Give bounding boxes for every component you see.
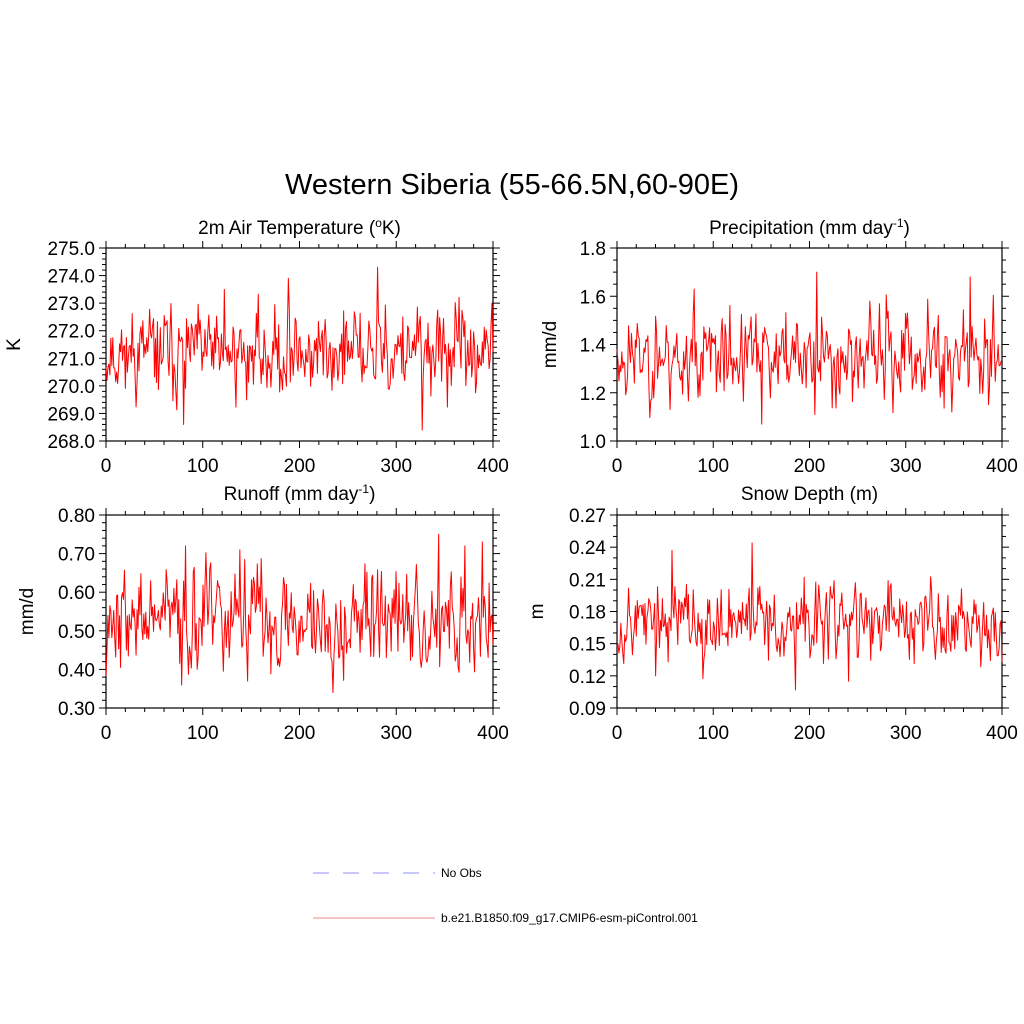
panel-title: Precipitation (mm day-1): [709, 216, 910, 239]
x-tick-label: 200: [284, 456, 316, 477]
x-ticks: [105, 241, 494, 448]
panel-title-end: ): [904, 218, 910, 239]
x-tick-label: 0: [612, 456, 623, 477]
y-tick-label: 1.8: [580, 239, 606, 260]
y-tick-label: 0.30: [58, 699, 95, 720]
panel-temperature: 2m Air Temperature (oK) K 268.0 269.0 270.0 2…: [4, 216, 509, 477]
y-tick-label: 270.0: [47, 377, 95, 398]
y-ticks: [610, 247, 1009, 442]
y-tick-label: 1.2: [580, 384, 606, 405]
x-tick-label: 300: [380, 456, 412, 477]
plot-frame: [616, 247, 1003, 442]
panel-title-sup: o: [375, 216, 382, 230]
x-ticks: [616, 241, 1003, 448]
y-tick-label: 274.0: [47, 267, 95, 288]
plot-frame: [105, 247, 494, 442]
y-tick-label: 271.0: [47, 349, 95, 370]
series-line-runoff: [105, 533, 494, 694]
panel-title: 2m Air Temperature (oK): [198, 216, 401, 239]
panel-title-end: ): [369, 484, 375, 505]
legend: No Obs b.e21.B1850.f09_g17.CMIP6-esm-piC…: [313, 866, 698, 925]
y-ticks: [99, 514, 500, 709]
y-axis-label: mm/d: [540, 321, 561, 369]
x-tick-label: 100: [187, 456, 219, 477]
panel-title: Runoff (mm day-1): [224, 482, 376, 505]
y-axis-label: mm/d: [17, 588, 38, 636]
y-tick-label: 1.0: [580, 432, 606, 453]
legend-model-label: b.e21.B1850.f09_g17.CMIP6-esm-piControl.…: [441, 911, 698, 925]
y-axis-label: m: [527, 604, 548, 620]
y-axis-label: K: [4, 338, 25, 351]
x-tick-label: 0: [612, 723, 623, 744]
x-tick-label: 300: [890, 723, 922, 744]
x-tick-label: 400: [477, 456, 509, 477]
y-tick-label: 0.12: [569, 667, 606, 688]
y-ticks: [610, 514, 1009, 709]
panel-precipitation: Precipitation (mm day-1) mm/d 1.0 1.2 1.4 1.6…: [540, 216, 1018, 477]
panel-title-sup: -1: [893, 216, 904, 230]
y-tick-label: 275.0: [47, 239, 95, 260]
x-ticks: [616, 508, 1003, 715]
x-tick-label: 200: [794, 456, 826, 477]
series-line-snow-depth: [616, 542, 1003, 691]
x-tick-label: 300: [380, 723, 412, 744]
panel-snow-depth: Snow Depth (m) m 0.09 0.12 0.15 0.18 0.21 0.24 0…: [527, 484, 1018, 744]
y-tick-label: 0.15: [569, 635, 606, 656]
plot-frame: [616, 514, 1003, 709]
panel-title-text: Runoff (mm day: [224, 484, 359, 505]
y-tick-label: 1.4: [580, 336, 607, 357]
y-tick-label: 0.24: [569, 538, 606, 559]
y-ticks: [99, 247, 500, 442]
panel-title-sup: -1: [358, 482, 369, 496]
y-tick-label: 269.0: [47, 404, 95, 425]
y-tick-label: 273.0: [47, 294, 95, 315]
x-tick-label: 0: [101, 723, 112, 744]
panel-title-text: 2m Air Temperature (: [198, 218, 376, 239]
x-tick-label: 100: [187, 723, 219, 744]
x-tick-label: 100: [697, 723, 729, 744]
panel-title-text: Precipitation (mm day: [709, 218, 893, 239]
y-tick-label: 0.80: [58, 506, 95, 527]
x-tick-label: 100: [697, 456, 729, 477]
legend-no-obs-label: No Obs: [441, 866, 482, 880]
y-tick-label: 0.40: [58, 660, 95, 681]
x-tick-label: 300: [890, 456, 922, 477]
panel-title: Snow Depth (m): [741, 484, 878, 505]
y-tick-label: 1.6: [580, 287, 606, 308]
y-tick-label: 0.18: [569, 603, 606, 624]
x-tick-label: 400: [986, 456, 1018, 477]
panel-title-text: Snow Depth (m): [741, 484, 878, 505]
panel-title-end: K): [382, 218, 401, 239]
y-tick-label: 0.27: [569, 506, 606, 527]
plot-frame: [105, 514, 494, 709]
x-tick-label: 200: [794, 723, 826, 744]
figure-title: Western Siberia (55-66.5N,60-90E): [285, 169, 739, 201]
y-tick-label: 0.60: [58, 583, 95, 604]
panels: 2m Air Temperature (oK) K 268.0 269.0 270.0 2…: [4, 216, 1018, 744]
y-tick-label: 0.21: [569, 570, 606, 591]
x-tick-label: 200: [284, 723, 316, 744]
x-ticks: [105, 508, 494, 715]
y-tick-label: 0.50: [58, 622, 95, 643]
series-line-precipitation: [616, 271, 1003, 425]
y-tick-label: 268.0: [47, 432, 95, 453]
series-line-temperature: [105, 266, 494, 431]
y-tick-label: 272.0: [47, 322, 95, 343]
x-tick-label: 400: [986, 723, 1018, 744]
x-tick-label: 400: [477, 723, 509, 744]
y-tick-label: 0.09: [569, 699, 606, 720]
panel-runoff: Runoff (mm day-1) mm/d 0.30 0.40 0.50 0.60 0.7…: [17, 482, 509, 744]
x-tick-label: 0: [101, 456, 112, 477]
y-tick-label: 0.70: [58, 545, 95, 566]
